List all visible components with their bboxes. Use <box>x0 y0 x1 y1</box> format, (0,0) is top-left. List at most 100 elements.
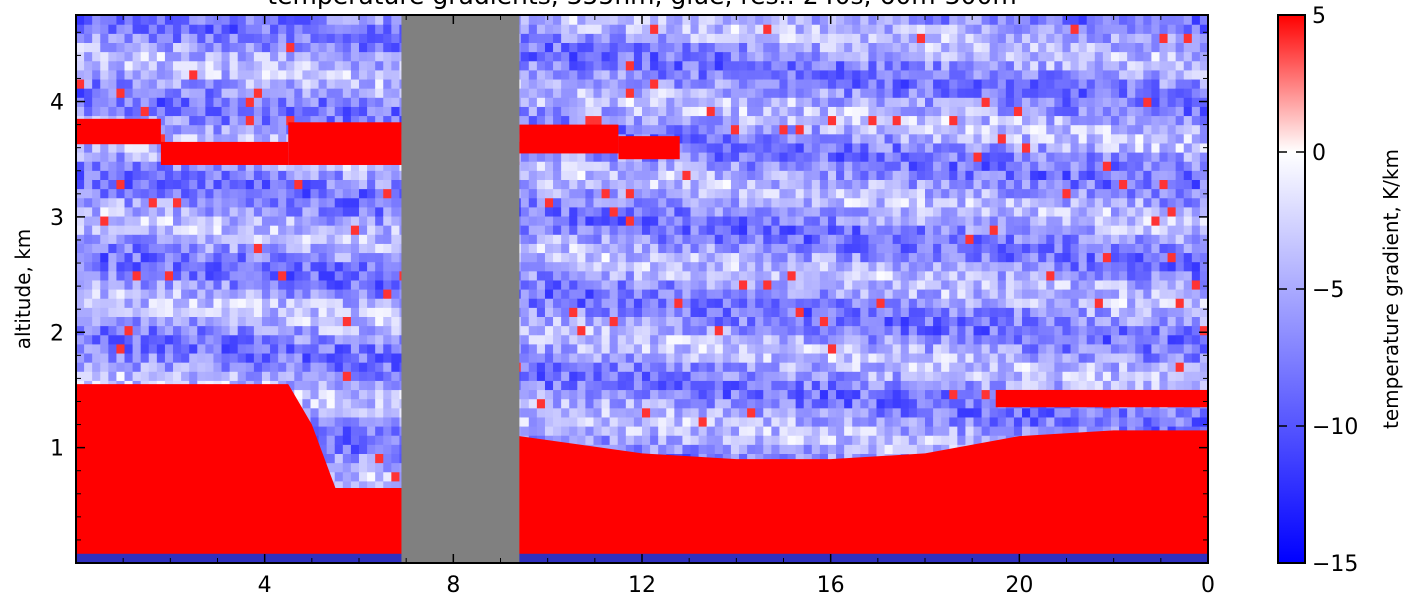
heatmap-cell <box>229 371 239 381</box>
heatmap-cell <box>76 289 85 299</box>
heatmap-cell <box>334 225 344 235</box>
heatmap-cell <box>253 60 263 71</box>
heatmap-cell <box>706 215 716 226</box>
heatmap-cell <box>140 289 150 299</box>
heatmap-cell <box>189 24 198 34</box>
heatmap-cell <box>148 179 158 190</box>
heatmap-cell <box>253 179 263 190</box>
heatmap-cell <box>633 307 643 317</box>
heatmap-cell <box>359 97 368 107</box>
heatmap-cell <box>593 51 603 62</box>
heatmap-cell <box>326 225 336 235</box>
heatmap-cell <box>593 334 603 345</box>
heatmap-cell <box>383 42 392 53</box>
heatmap-cell <box>326 206 336 217</box>
heatmap-cell <box>690 270 700 281</box>
heatmap-cell <box>714 307 724 317</box>
heatmap-cell <box>722 106 732 117</box>
heatmap-cell <box>690 252 700 263</box>
heatmap-cell <box>173 124 182 135</box>
heatmap-cell <box>342 453 352 464</box>
heatmap-cell <box>294 279 303 290</box>
heatmap-cell <box>569 261 578 272</box>
heatmap-cell <box>76 60 85 71</box>
heatmap-cell <box>625 289 635 299</box>
heatmap-cell <box>173 325 182 336</box>
heatmap-cell <box>739 261 748 272</box>
heatmap-cell <box>391 298 401 308</box>
heatmap-cell <box>650 161 659 171</box>
heatmap-cell <box>189 234 198 244</box>
heatmap-cell <box>714 316 724 327</box>
heatmap-cell <box>148 161 158 171</box>
heatmap-cell <box>569 188 578 199</box>
heatmap-cell <box>609 197 619 208</box>
heatmap-cell <box>593 352 603 363</box>
heatmap-cell <box>359 279 368 290</box>
heatmap-cell <box>375 252 384 263</box>
heatmap-cell <box>682 142 692 153</box>
chart-title: temperature gradients, 355nm, glue, res.… <box>267 0 1016 10</box>
heatmap-cell <box>569 325 578 336</box>
heatmap-cell <box>213 371 223 381</box>
heatmap-cell <box>585 60 595 71</box>
heatmap-cell <box>205 24 215 34</box>
heatmap-cell <box>124 88 134 98</box>
heatmap-cell <box>286 15 295 25</box>
heatmap-cell <box>213 234 223 244</box>
heatmap-cell <box>318 307 328 317</box>
heatmap-cell <box>173 197 182 208</box>
heatmap-cell <box>642 371 651 381</box>
heatmap-cell <box>642 78 651 89</box>
heatmap-cell <box>108 225 118 235</box>
heatmap-cell <box>189 243 198 254</box>
heatmap-cell <box>245 243 255 254</box>
heatmap-cell <box>561 24 570 34</box>
heatmap-cell <box>286 261 295 272</box>
heatmap-cell <box>367 115 376 126</box>
heatmap-cell <box>359 352 368 363</box>
heatmap-cell <box>569 106 578 117</box>
heatmap-cell <box>739 407 748 418</box>
heatmap-cell <box>682 170 692 180</box>
heatmap-cell <box>367 206 376 217</box>
heatmap-cell <box>698 88 708 98</box>
heatmap-cell <box>148 225 158 235</box>
heatmap-cell <box>253 252 263 263</box>
heatmap-cell <box>237 252 247 263</box>
heatmap-cell <box>197 215 206 226</box>
heatmap-cell <box>253 33 263 43</box>
heatmap-cell <box>383 24 392 34</box>
heatmap-cell <box>367 389 376 400</box>
heatmap-cell <box>601 234 611 244</box>
heatmap-cell <box>367 298 376 308</box>
heatmap-cell <box>221 188 231 199</box>
heatmap-cell <box>642 42 651 53</box>
heatmap-cell <box>609 389 619 400</box>
heatmap-cell <box>334 33 344 43</box>
heatmap-cell <box>520 188 530 199</box>
heatmap-cell <box>205 270 215 281</box>
heatmap-cell <box>253 289 263 299</box>
heatmap-cell <box>730 307 740 317</box>
heatmap-cell <box>544 179 554 190</box>
heatmap-cell <box>391 97 401 107</box>
heatmap-cell <box>609 78 619 89</box>
heatmap-cell <box>383 97 392 107</box>
heatmap-cell <box>181 307 190 317</box>
heatmap-cell <box>391 444 401 454</box>
heatmap-cell <box>334 352 344 363</box>
heatmap-cell <box>294 24 303 34</box>
heatmap-cell <box>682 69 692 80</box>
heatmap-cell <box>569 170 578 180</box>
heatmap-cell <box>577 170 586 180</box>
heatmap-cell <box>342 161 352 171</box>
heatmap-cell <box>714 69 724 80</box>
heatmap-cell <box>213 78 223 89</box>
heatmap-cell <box>181 225 190 235</box>
heatmap-cell <box>197 170 206 180</box>
heatmap-cell <box>108 152 118 162</box>
heatmap-cell <box>544 380 554 391</box>
heatmap-cell <box>310 243 320 254</box>
heatmap-cell <box>520 106 530 117</box>
